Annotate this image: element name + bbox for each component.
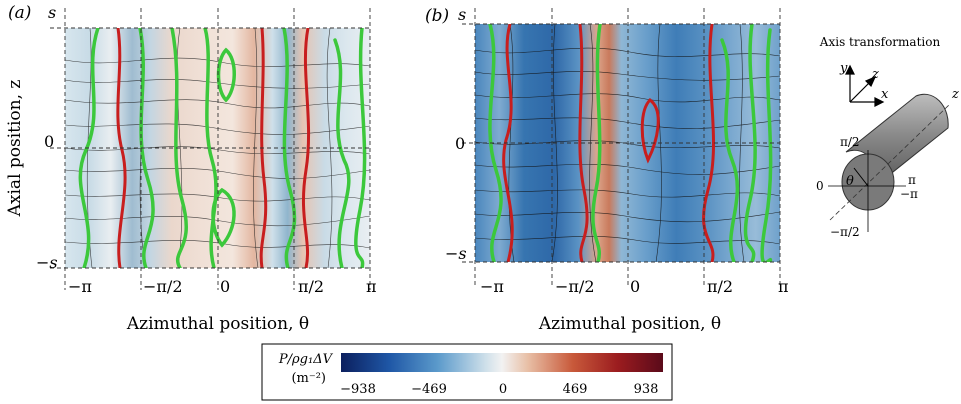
axis-triad xyxy=(845,64,885,107)
panel-a-xtick-1: −π xyxy=(68,277,92,296)
panel-b-contour-green-3 xyxy=(720,38,740,262)
axis-label-x: x xyxy=(881,87,889,102)
panel-a-ytick-mid: 0 xyxy=(44,132,54,151)
panel-b-ytick-mid: 0 xyxy=(455,134,465,153)
panel-a-contour-green-6 xyxy=(211,187,236,248)
panel-b-contour-green-4 xyxy=(743,24,757,262)
panel-a-ytick-bottom: −s xyxy=(36,253,58,272)
panel-a-contour-green-5 xyxy=(216,47,236,103)
panel-b-xtick-2: −π/2 xyxy=(555,277,595,296)
angle-label-minus-pi-half: −π/2 xyxy=(830,225,860,239)
panel-b-contour-green-2 xyxy=(591,24,602,262)
panel-b-ytick-top: s xyxy=(458,5,466,24)
panel-a-contour-green-2 xyxy=(138,28,155,268)
panel-a-ylabel: Axial position, z xyxy=(5,80,25,218)
panel-b: (b) xyxy=(425,5,789,334)
panel-a-contour-red-2 xyxy=(259,28,268,268)
panel-a-contour-green-9 xyxy=(354,28,367,268)
panel-a-xlabel: Azimuthal position, θ xyxy=(126,314,309,334)
panel-a-contour-green-7 xyxy=(282,28,297,268)
panel-b-contour-red-3 xyxy=(640,98,660,164)
colorbar: P/ρg₁ΔV (m⁻²) −938 −469 0 469 938 xyxy=(261,343,673,401)
panel-b-ytick-bottom: −s xyxy=(445,244,467,263)
axis-transformation-diagram: Axis transformation y z x z θ π/2 0 π −π… xyxy=(816,35,959,239)
angle-label-minus-pi: −π xyxy=(900,187,918,201)
panel-a-contour-red-1 xyxy=(116,28,127,268)
colorbar-tick-5: 938 xyxy=(634,382,659,397)
panel-b-contour-red-4 xyxy=(702,24,716,262)
angle-label-pi-half: π/2 xyxy=(840,135,860,149)
colorbar-tick-2: −469 xyxy=(411,382,447,397)
cylinder-axis-label: z xyxy=(951,87,959,102)
panel-a-xtick-5: π xyxy=(366,277,377,296)
panel-b-contour-green-5 xyxy=(760,28,773,262)
panel-b-xtick-5: π xyxy=(778,277,789,296)
panel-b-contour-red-1 xyxy=(502,24,514,262)
panel-a-contour-green-1 xyxy=(78,28,100,268)
panel-b-tag: (b) xyxy=(425,6,449,26)
panel-a-xtick-2: −π/2 xyxy=(143,277,183,296)
axis-label-y: y xyxy=(839,61,848,76)
panel-a-contour-red-3 xyxy=(302,28,311,268)
panel-a-contour-green-3 xyxy=(170,28,188,268)
panel-b-xtick-4: π/2 xyxy=(707,277,733,296)
angle-label-pi: π xyxy=(908,173,916,187)
panel-b-xtick-3: 0 xyxy=(630,277,640,296)
colorbar-gradient xyxy=(341,353,663,372)
colorbar-tick-4: 469 xyxy=(563,382,588,397)
cylinder-body xyxy=(845,93,949,186)
panel-b-xtick-1: −π xyxy=(480,277,504,296)
panel-b-contour-green-1 xyxy=(488,24,503,262)
panel-a-xtick-4: π/2 xyxy=(298,277,324,296)
panel-b-contour-red-2 xyxy=(578,24,589,262)
panel-a: (a) Axial position, z xyxy=(5,3,377,334)
panel-a-tag: (a) xyxy=(8,3,31,23)
panel-a-contour-green-4 xyxy=(203,28,218,268)
colorbar-tick-3: 0 xyxy=(499,382,507,397)
axis-diagram-title: Axis transformation xyxy=(819,35,941,49)
panel-a-gridlines xyxy=(50,8,371,290)
angle-label-zero: 0 xyxy=(816,179,824,193)
panel-a-contour-green-8 xyxy=(333,38,351,268)
axis-label-z: z xyxy=(871,67,879,82)
panel-a-ytick-top: s xyxy=(48,3,56,22)
colorbar-unit: (m⁻²) xyxy=(291,371,326,386)
panel-a-xtick-3: 0 xyxy=(220,277,230,296)
panel-b-gridlines xyxy=(462,8,781,285)
colorbar-label: P/ρg₁ΔV xyxy=(278,352,334,367)
panel-b-xlabel: Azimuthal position, θ xyxy=(538,314,721,334)
angle-symbol: θ xyxy=(846,174,854,189)
cylinder-axis-line xyxy=(829,103,951,221)
diagram-angle-ray xyxy=(853,167,869,187)
colorbar-tick-1: −938 xyxy=(340,382,376,397)
